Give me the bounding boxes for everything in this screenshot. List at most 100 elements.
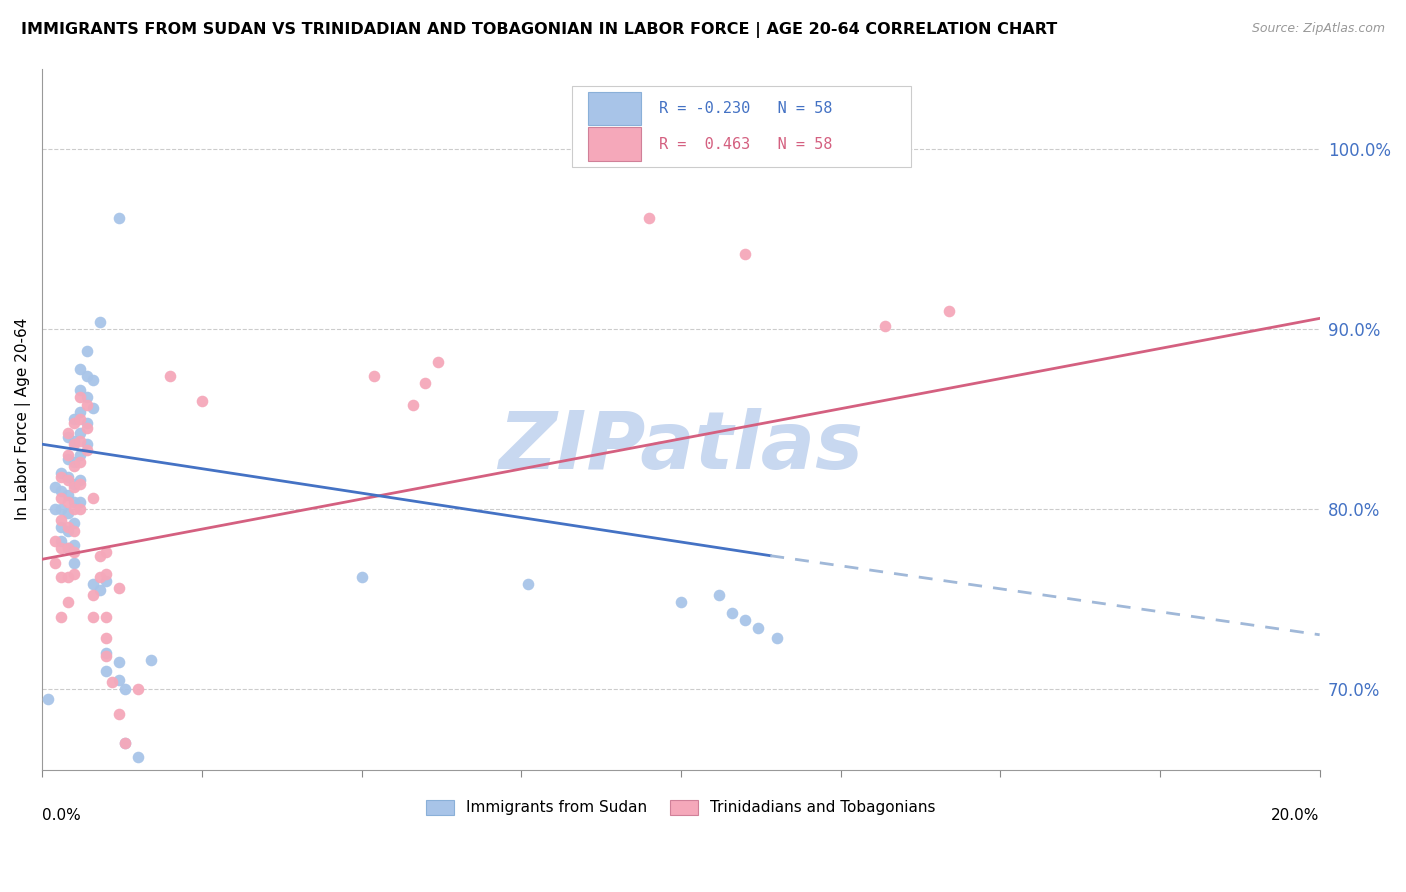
Point	[76, 442, 98, 457]
FancyBboxPatch shape	[588, 128, 641, 161]
Point	[69, 476, 91, 491]
Point	[191, 394, 214, 409]
Point	[63, 566, 86, 581]
Point	[76, 343, 98, 358]
Point	[56, 595, 79, 609]
Point	[69, 494, 91, 508]
Point	[69, 434, 91, 448]
Point	[63, 476, 86, 491]
Point	[63, 516, 86, 531]
Point	[89, 549, 111, 563]
Point	[638, 211, 661, 225]
Point	[63, 545, 86, 559]
Point	[56, 506, 79, 520]
Point	[56, 426, 79, 441]
Point	[56, 520, 79, 534]
Point	[56, 524, 79, 538]
Point	[63, 455, 86, 469]
Point	[56, 541, 79, 556]
Y-axis label: In Labor Force | Age 20-64: In Labor Force | Age 20-64	[15, 318, 31, 520]
Point	[734, 614, 756, 628]
Text: ZIPatlas: ZIPatlas	[498, 409, 863, 486]
Point	[69, 412, 91, 426]
Point	[76, 421, 98, 435]
Point	[94, 649, 117, 664]
Point	[94, 646, 117, 660]
FancyBboxPatch shape	[588, 92, 641, 126]
Point	[107, 706, 129, 721]
Point	[69, 384, 91, 398]
Point	[427, 354, 450, 368]
Point	[401, 398, 423, 412]
Point	[63, 437, 86, 451]
Point	[415, 376, 437, 390]
Point	[69, 455, 91, 469]
Point	[37, 692, 59, 706]
Point	[76, 437, 98, 451]
Point	[127, 681, 149, 696]
Point	[94, 574, 117, 588]
Point	[51, 570, 73, 584]
Point	[89, 570, 111, 584]
Point	[82, 609, 104, 624]
Point	[350, 570, 373, 584]
Point	[107, 211, 129, 225]
Point	[56, 541, 79, 556]
Point	[51, 502, 73, 516]
Point	[56, 570, 79, 584]
Point	[51, 466, 73, 480]
Point	[69, 448, 91, 462]
Point	[875, 318, 897, 333]
Point	[56, 448, 79, 462]
Point	[94, 664, 117, 678]
Point	[363, 368, 385, 383]
Point	[159, 368, 181, 383]
Point	[114, 681, 136, 696]
Point	[69, 391, 91, 405]
Point	[69, 473, 91, 487]
Point	[51, 483, 73, 498]
Point	[82, 401, 104, 416]
Point	[51, 469, 73, 483]
Point	[765, 632, 787, 646]
Point	[139, 653, 162, 667]
Point	[76, 368, 98, 383]
Point	[107, 581, 129, 595]
Point	[63, 556, 86, 570]
Text: R = -0.230   N = 58: R = -0.230 N = 58	[659, 101, 832, 116]
Point	[721, 606, 744, 620]
Point	[51, 609, 73, 624]
Point	[94, 609, 117, 624]
Point	[56, 494, 79, 508]
Point	[69, 426, 91, 441]
Point	[56, 473, 79, 487]
Point	[63, 524, 86, 538]
Point	[44, 480, 66, 494]
Point	[63, 494, 86, 508]
Point	[56, 430, 79, 444]
FancyBboxPatch shape	[572, 86, 911, 167]
Text: IMMIGRANTS FROM SUDAN VS TRINIDADIAN AND TOBAGONIAN IN LABOR FORCE | AGE 20-64 C: IMMIGRANTS FROM SUDAN VS TRINIDADIAN AND…	[21, 22, 1057, 38]
Point	[114, 736, 136, 750]
Point	[51, 534, 73, 549]
Point	[82, 588, 104, 602]
Point	[82, 372, 104, 386]
Point	[63, 538, 86, 552]
Point	[127, 750, 149, 764]
Point	[89, 315, 111, 329]
Point	[101, 674, 124, 689]
Point	[51, 491, 73, 505]
Point	[709, 588, 731, 602]
Text: 20.0%: 20.0%	[1271, 808, 1320, 823]
Point	[516, 577, 538, 591]
Point	[76, 398, 98, 412]
Point	[51, 520, 73, 534]
Point	[44, 502, 66, 516]
Point	[56, 487, 79, 501]
Text: Source: ZipAtlas.com: Source: ZipAtlas.com	[1251, 22, 1385, 36]
Point	[82, 577, 104, 591]
Point	[51, 541, 73, 556]
Point	[44, 556, 66, 570]
Point	[51, 513, 73, 527]
Point	[56, 451, 79, 466]
